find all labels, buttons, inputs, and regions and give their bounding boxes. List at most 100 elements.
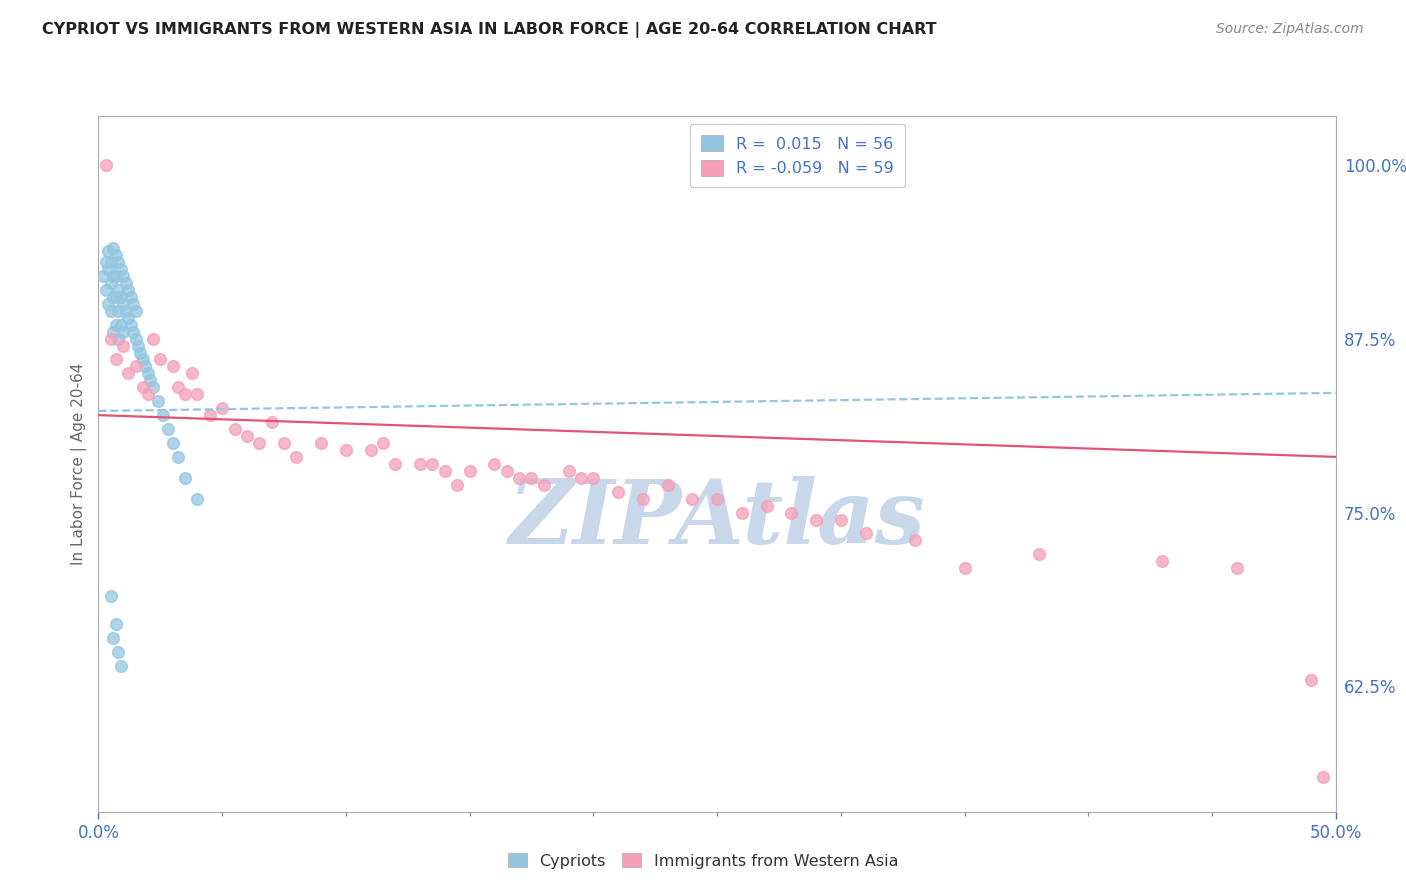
Point xyxy=(1152,554,1174,568)
Point xyxy=(103,631,125,645)
Point xyxy=(103,268,125,283)
Point xyxy=(129,345,152,359)
Point xyxy=(104,318,127,332)
Point xyxy=(122,297,145,311)
Point xyxy=(94,158,117,172)
Point xyxy=(104,268,127,283)
Point xyxy=(114,276,136,290)
Point xyxy=(142,332,165,346)
Point xyxy=(174,387,197,401)
Point xyxy=(142,380,165,394)
Point xyxy=(409,457,432,471)
Point xyxy=(114,303,136,318)
Point xyxy=(236,429,259,443)
Point xyxy=(422,457,444,471)
Point xyxy=(110,262,132,277)
Point xyxy=(162,359,184,374)
Point xyxy=(166,380,188,394)
Point xyxy=(508,471,530,485)
Point xyxy=(681,491,703,506)
Point xyxy=(186,491,208,506)
Point xyxy=(97,262,120,277)
Point xyxy=(103,325,125,339)
Point xyxy=(755,499,778,513)
Point xyxy=(211,401,233,416)
Point xyxy=(134,359,156,374)
Point xyxy=(335,442,357,457)
Point xyxy=(107,283,129,297)
Legend: R =  0.015   N = 56, R = -0.059   N = 59: R = 0.015 N = 56, R = -0.059 N = 59 xyxy=(690,124,905,187)
Point xyxy=(104,248,127,262)
Point xyxy=(127,338,149,352)
Y-axis label: In Labor Force | Age 20-64: In Labor Force | Age 20-64 xyxy=(72,363,87,565)
Point xyxy=(120,318,142,332)
Point xyxy=(855,526,877,541)
Point xyxy=(706,491,728,506)
Point xyxy=(446,477,468,491)
Point xyxy=(569,471,592,485)
Point xyxy=(384,457,406,471)
Point xyxy=(112,268,135,283)
Point xyxy=(166,450,188,464)
Point xyxy=(100,303,122,318)
Point xyxy=(117,310,139,325)
Point xyxy=(657,477,679,491)
Point xyxy=(100,332,122,346)
Point xyxy=(520,471,543,485)
Point xyxy=(94,255,117,269)
Point xyxy=(273,436,295,450)
Point xyxy=(117,367,139,381)
Point xyxy=(186,387,208,401)
Point xyxy=(94,283,117,297)
Point xyxy=(112,338,135,352)
Point xyxy=(136,367,159,381)
Point xyxy=(107,255,129,269)
Point xyxy=(97,244,120,258)
Point xyxy=(181,367,204,381)
Point xyxy=(495,464,517,478)
Point xyxy=(112,325,135,339)
Point xyxy=(1312,770,1334,784)
Point xyxy=(100,589,122,603)
Point xyxy=(132,352,155,367)
Point xyxy=(1299,673,1322,687)
Point xyxy=(582,471,605,485)
Point xyxy=(731,506,754,520)
Point xyxy=(149,352,172,367)
Text: Source: ZipAtlas.com: Source: ZipAtlas.com xyxy=(1216,22,1364,37)
Point xyxy=(247,436,270,450)
Text: ZIPAtlas: ZIPAtlas xyxy=(509,476,925,563)
Point xyxy=(93,268,115,283)
Point xyxy=(458,464,481,478)
Point xyxy=(103,290,125,304)
Point xyxy=(780,506,803,520)
Legend: Cypriots, Immigrants from Western Asia: Cypriots, Immigrants from Western Asia xyxy=(502,847,904,875)
Point xyxy=(97,297,120,311)
Point xyxy=(104,290,127,304)
Point xyxy=(139,373,162,387)
Point xyxy=(104,616,127,631)
Point xyxy=(162,436,184,450)
Point xyxy=(110,318,132,332)
Point xyxy=(904,533,927,548)
Point xyxy=(804,512,827,526)
Point xyxy=(112,297,135,311)
Point xyxy=(309,436,332,450)
Point xyxy=(557,464,579,478)
Point xyxy=(110,290,132,304)
Point xyxy=(198,408,221,422)
Point xyxy=(484,457,506,471)
Point xyxy=(371,436,394,450)
Point xyxy=(104,352,127,367)
Point xyxy=(360,442,382,457)
Point xyxy=(107,303,129,318)
Point xyxy=(117,283,139,297)
Text: CYPRIOT VS IMMIGRANTS FROM WESTERN ASIA IN LABOR FORCE | AGE 20-64 CORRELATION C: CYPRIOT VS IMMIGRANTS FROM WESTERN ASIA … xyxy=(42,22,936,38)
Point xyxy=(156,422,179,436)
Point xyxy=(607,484,630,499)
Point xyxy=(146,394,169,409)
Point xyxy=(120,290,142,304)
Point xyxy=(122,325,145,339)
Point xyxy=(124,332,146,346)
Point xyxy=(533,477,555,491)
